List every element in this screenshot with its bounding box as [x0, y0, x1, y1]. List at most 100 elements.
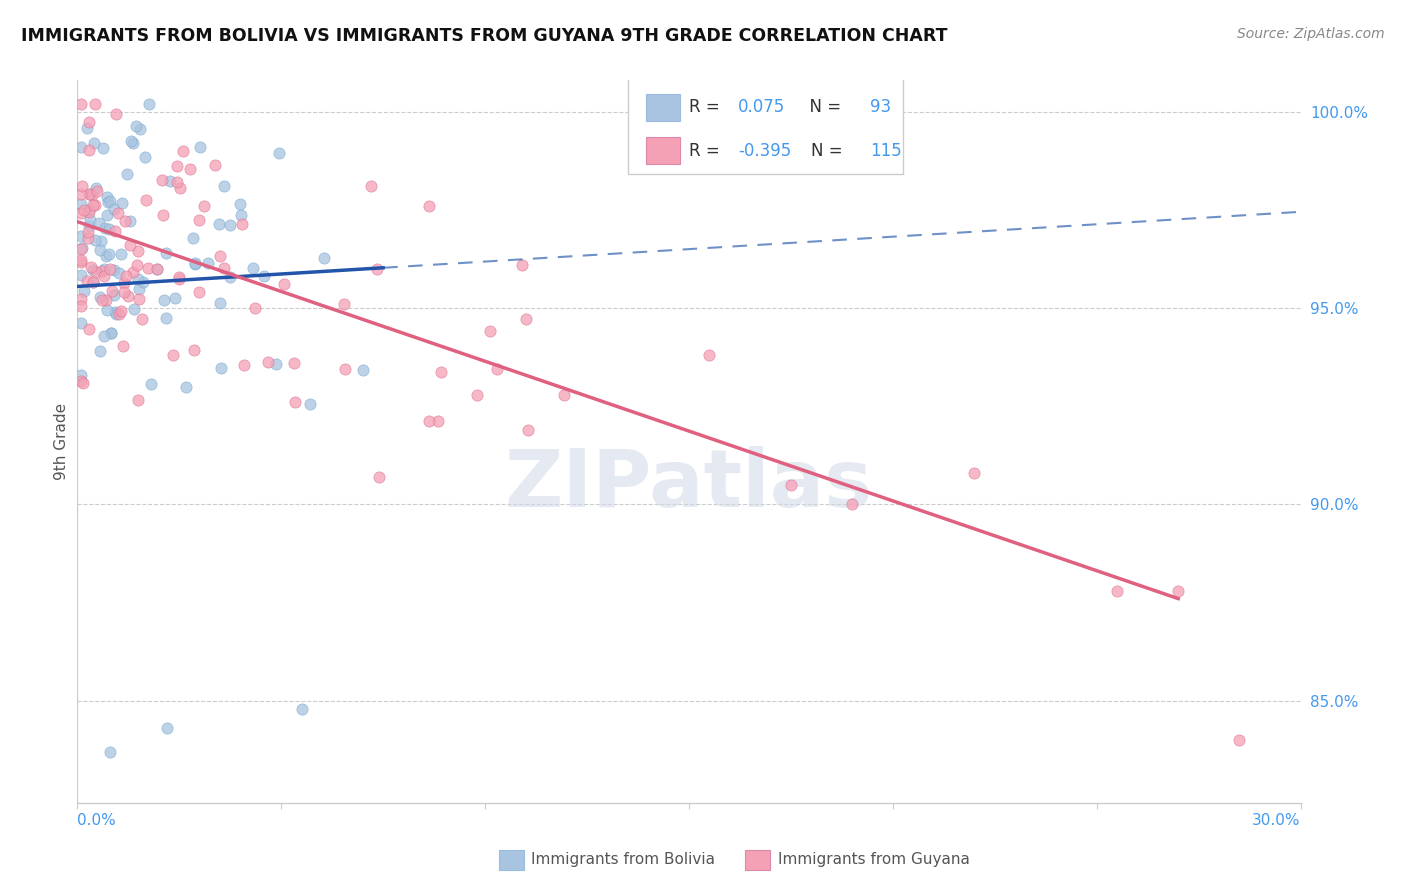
Point	[118, 238, 141, 252]
Point	[284, 395, 307, 409]
Point	[70, 229, 93, 244]
Point	[430, 365, 453, 379]
Point	[84, 180, 107, 194]
Point	[112, 285, 135, 299]
Point	[183, 343, 205, 358]
Point	[134, 151, 156, 165]
Point	[100, 284, 122, 298]
Point	[136, 260, 159, 275]
Point	[427, 414, 450, 428]
Text: R =: R =	[689, 98, 725, 116]
Point	[79, 143, 101, 157]
Point	[135, 193, 157, 207]
Point	[100, 326, 122, 341]
Point	[83, 96, 105, 111]
Point	[166, 160, 188, 174]
Point	[90, 235, 112, 249]
Point	[208, 249, 231, 263]
Point	[155, 311, 177, 326]
Point	[96, 293, 118, 307]
Point	[82, 276, 104, 290]
Point	[79, 212, 101, 227]
Point	[77, 203, 100, 218]
Text: N =: N =	[811, 142, 848, 160]
Point	[485, 362, 508, 376]
Point	[779, 477, 801, 491]
Point	[105, 307, 128, 321]
Point	[104, 305, 127, 319]
Point	[360, 179, 382, 194]
Point	[174, 380, 197, 394]
Point	[70, 187, 93, 202]
Point	[96, 303, 118, 318]
Point	[93, 269, 115, 284]
Point	[103, 263, 125, 277]
Point	[184, 257, 207, 271]
Point	[209, 361, 232, 376]
Point	[72, 376, 94, 390]
Point	[167, 272, 190, 286]
Point	[100, 326, 122, 340]
Point	[96, 190, 118, 204]
Point	[77, 225, 100, 239]
Point	[1167, 583, 1189, 598]
Text: ZIPatlas: ZIPatlas	[505, 446, 873, 524]
Point	[84, 233, 107, 247]
Point	[333, 297, 356, 311]
Point	[97, 194, 120, 209]
Point	[218, 269, 240, 284]
Point	[82, 198, 104, 212]
Point	[93, 221, 115, 235]
Point	[146, 262, 169, 277]
Text: 115: 115	[870, 142, 901, 160]
Point	[155, 246, 177, 260]
Point	[110, 303, 132, 318]
Point	[233, 358, 256, 372]
Point	[335, 362, 357, 376]
Point	[70, 206, 93, 220]
Point	[110, 247, 132, 261]
Point	[231, 217, 253, 231]
Point	[73, 284, 96, 298]
Text: Immigrants from Guyana: Immigrants from Guyana	[778, 853, 969, 867]
Point	[98, 194, 121, 209]
Point	[219, 218, 242, 232]
Point	[187, 212, 209, 227]
FancyBboxPatch shape	[647, 94, 681, 121]
Point	[166, 176, 188, 190]
Point	[107, 206, 129, 220]
Point	[70, 374, 93, 388]
Point	[122, 265, 145, 279]
Point	[841, 497, 863, 511]
Point	[70, 140, 93, 154]
Point	[298, 397, 321, 411]
Point	[208, 217, 231, 231]
Point	[70, 96, 93, 111]
Point	[267, 146, 290, 161]
Point	[84, 198, 107, 212]
Point	[156, 721, 179, 735]
Point	[82, 275, 104, 289]
Point	[98, 745, 121, 759]
Point	[77, 322, 100, 336]
Point	[516, 423, 538, 437]
Point	[128, 282, 150, 296]
Point	[70, 197, 93, 211]
Point	[418, 414, 440, 428]
Point	[183, 256, 205, 270]
Point	[77, 114, 100, 128]
Point	[70, 179, 93, 194]
Point	[115, 168, 138, 182]
Text: 93: 93	[870, 98, 891, 116]
Point	[127, 272, 149, 286]
Point	[127, 244, 149, 258]
Point	[86, 265, 108, 279]
Point	[73, 202, 96, 217]
Point	[104, 107, 127, 121]
Point	[197, 256, 219, 270]
Point	[132, 275, 155, 289]
Point	[70, 268, 93, 283]
Point	[366, 261, 388, 276]
Point	[70, 292, 93, 306]
Point	[131, 312, 153, 326]
